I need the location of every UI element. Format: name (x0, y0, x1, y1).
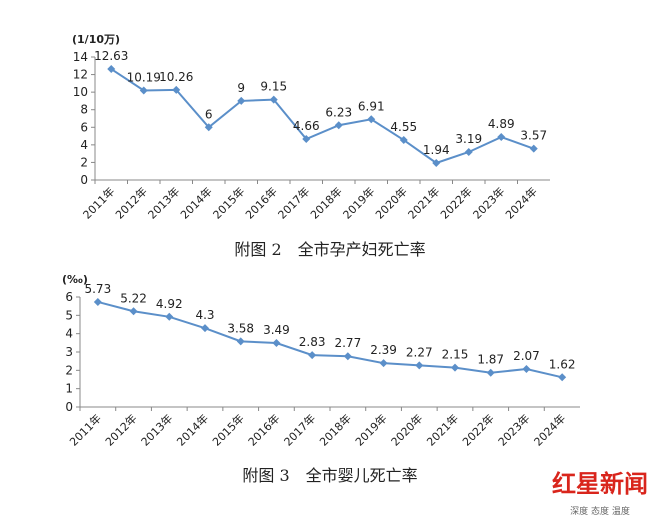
marker (529, 144, 538, 153)
y-tick-label: 4 (80, 138, 88, 152)
y-tick-label: 2 (80, 155, 88, 169)
data-label: 3.49 (263, 323, 290, 337)
data-label: 4.92 (156, 297, 183, 311)
marker (308, 351, 317, 360)
data-label: 1.87 (477, 353, 504, 367)
data-label: 2.27 (406, 345, 433, 359)
marker (204, 123, 213, 132)
marker (201, 324, 209, 333)
data-label: 3.58 (227, 321, 254, 335)
marker (236, 337, 245, 346)
marker (367, 115, 376, 124)
y-tick-label: 5 (65, 308, 73, 322)
y-tick-label: 0 (65, 400, 73, 414)
marker (497, 133, 506, 142)
marker (272, 339, 281, 348)
y-axis-label: (1/10万) (72, 33, 120, 46)
data-label: 4.89 (488, 117, 515, 131)
marker (269, 95, 278, 104)
y-tick-label: 6 (80, 120, 88, 134)
data-label: 2.77 (334, 336, 361, 350)
data-label: 4.66 (293, 119, 320, 133)
marker (522, 365, 531, 374)
data-label: 12.63 (94, 49, 128, 63)
marker (93, 297, 102, 306)
y-axis-label: (‰) (62, 273, 88, 286)
marker (334, 121, 343, 130)
watermark-title: 红星新闻 (552, 469, 648, 498)
marker (379, 359, 388, 368)
data-label: 10.26 (159, 70, 193, 84)
line (97, 300, 563, 379)
data-label: 2.07 (513, 349, 540, 363)
marker (237, 96, 246, 105)
marker (558, 373, 567, 382)
y-tick-label: 0 (80, 173, 88, 187)
y-tick-label: 1 (65, 382, 73, 396)
data-label: 4.3 (195, 308, 214, 322)
marker (451, 363, 459, 372)
marker (486, 368, 495, 377)
marker (399, 136, 408, 145)
caption: 附图 2 全市孕产妇死亡率 (234, 240, 425, 259)
y-tick-label: 12 (73, 68, 88, 82)
y-tick-label: 8 (80, 103, 88, 117)
data-label: 3.57 (520, 129, 547, 143)
data-label: 1.94 (423, 143, 450, 157)
data-label: 2.39 (370, 343, 397, 357)
marker (302, 135, 311, 144)
data-label: 1.62 (549, 357, 576, 371)
marker (343, 352, 352, 361)
data-label: 10.19 (127, 70, 161, 84)
data-label: 6.23 (325, 105, 352, 119)
data-label: 9 (237, 81, 245, 95)
caption: 附图 3 全市婴儿死亡率 (242, 466, 417, 485)
y-tick-label: 14 (73, 50, 88, 64)
data-label: 2.15 (442, 348, 469, 362)
marker (165, 312, 174, 321)
data-label: 6 (205, 107, 213, 121)
data-label: 2.83 (299, 335, 326, 349)
y-tick-label: 3 (65, 345, 73, 359)
marker (464, 147, 473, 156)
data-label: 9.15 (260, 80, 287, 94)
y-tick-label: 2 (65, 363, 73, 377)
data-label: 4.55 (390, 120, 417, 134)
line (110, 68, 535, 165)
data-label: 6.91 (358, 99, 385, 113)
marker (415, 361, 424, 370)
data-label: 5.22 (120, 291, 147, 305)
y-tick-label: 6 (65, 290, 73, 304)
marker (139, 86, 148, 95)
watermark-subtitle: 深度 态度 温度 (570, 505, 630, 517)
marker (432, 158, 441, 167)
y-tick-label: 4 (65, 327, 73, 341)
data-label: 5.73 (84, 282, 111, 296)
y-tick-label: 10 (73, 85, 88, 99)
data-label: 3.19 (455, 132, 482, 146)
marker (107, 65, 116, 74)
marker (172, 85, 181, 94)
marker (129, 307, 138, 316)
